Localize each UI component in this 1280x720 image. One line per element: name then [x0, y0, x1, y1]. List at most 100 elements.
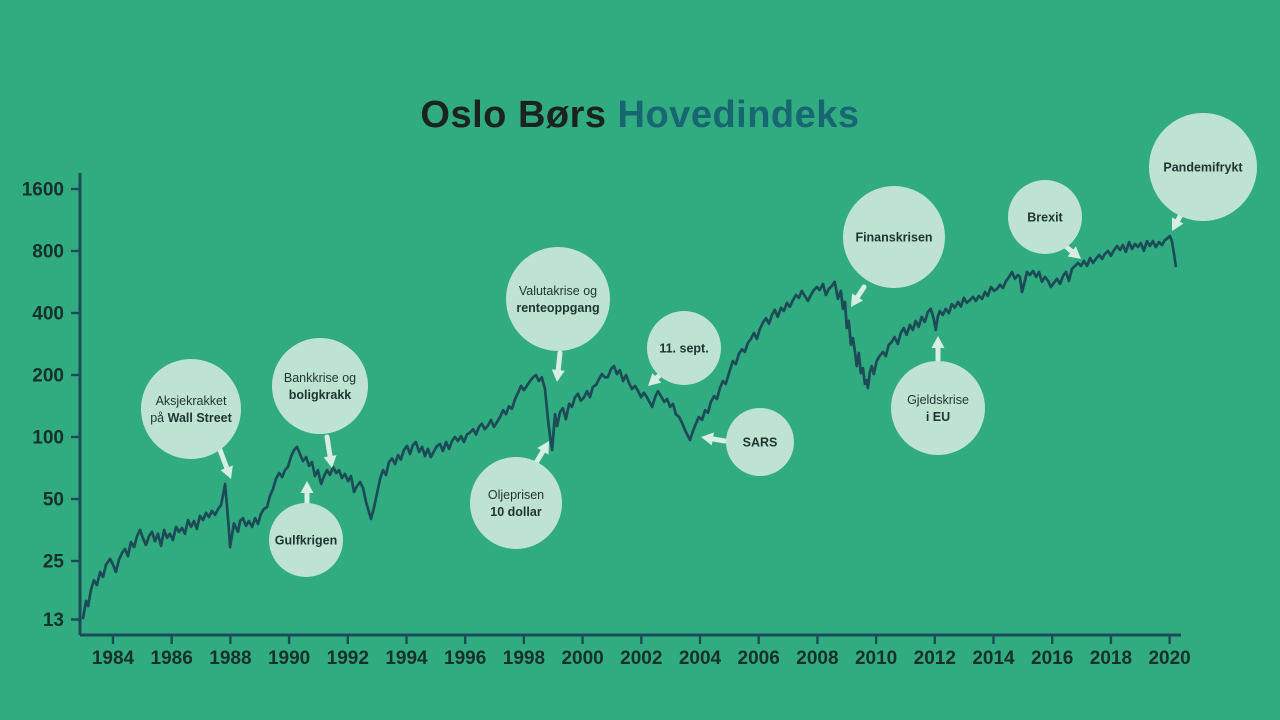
x-tick-label: 2016 — [1031, 648, 1073, 669]
annotation-label-segment: Gulfkrigen — [275, 534, 338, 548]
x-tick-label: 1990 — [268, 648, 310, 669]
x-tick-label: 1986 — [151, 648, 193, 669]
annotation-bubble — [506, 247, 610, 351]
x-tick-label: 1992 — [327, 648, 369, 669]
annotation-arrowhead — [300, 481, 314, 493]
annotation-gulfkrigen: Gulfkrigen — [269, 481, 343, 577]
annotation-label: Aksjekrakket — [156, 394, 227, 408]
annotation-bubble — [843, 186, 945, 288]
annotation-bubble — [269, 503, 343, 577]
annotation-brexit: Brexit — [1008, 180, 1082, 259]
y-tick-label: 800 — [32, 242, 64, 263]
x-tick-label: 2004 — [679, 648, 722, 669]
y-tick-label: 13 — [43, 610, 64, 631]
x-tick-label: 2020 — [1148, 648, 1190, 669]
x-tick-label: 2000 — [561, 648, 603, 669]
y-tick-label: 100 — [32, 428, 64, 449]
annotation-arrowhead — [1172, 217, 1184, 231]
annotation-label: Pandemifrykt — [1163, 161, 1243, 175]
annotation-bubble — [647, 311, 721, 385]
annotation-arrowhead — [648, 373, 662, 386]
annotation-sept11: 11. sept. — [647, 311, 721, 386]
annotation-bubble — [1008, 180, 1082, 254]
annotation-label-segment: Brexit — [1027, 211, 1063, 225]
y-tick-label: 50 — [43, 490, 64, 511]
annotation-bubble — [141, 359, 241, 459]
annotation-label: boligkrakk — [289, 388, 352, 402]
annotation-label: SARS — [743, 436, 778, 450]
title-part-dark: Oslo Børs — [420, 94, 607, 136]
annotation-bubble — [272, 338, 368, 434]
annotation-bubble — [726, 408, 794, 476]
annotation-label-segment: Pandemifrykt — [1163, 161, 1243, 175]
x-tick-label: 1984 — [92, 648, 135, 669]
x-tick-label: 2010 — [855, 648, 897, 669]
annotation-label: Bankkrise og — [284, 371, 356, 385]
annotation-label-segment: Valutakrise og — [519, 284, 597, 298]
x-tick-label: 1988 — [209, 648, 251, 669]
y-tick-label: 1600 — [22, 180, 64, 201]
annotation-bubble — [470, 457, 562, 549]
annotation-label-segment: Gjeldskrise — [907, 393, 969, 407]
annotation-label: Finanskrisen — [855, 231, 932, 245]
annotation-label: Gulfkrigen — [275, 534, 338, 548]
annotation-label-segment: Oljeprisen — [488, 488, 544, 502]
annotation-sars: SARS — [701, 408, 794, 476]
x-tick-label: 2018 — [1090, 648, 1132, 669]
annotation-label: Gjeldskrise — [907, 393, 969, 407]
annotation-gjeldskrise: Gjeldskrise i EU — [891, 336, 985, 455]
title-part-teal: Hovedindeks — [617, 94, 860, 136]
annotation-label-segment: renteoppgang — [516, 301, 599, 315]
annotation-arrowhead — [551, 369, 565, 382]
annotation-valutakrise: Valutakrise og renteoppgang — [506, 247, 610, 382]
annotation-label: Brexit — [1027, 211, 1063, 225]
x-tick-label: 1996 — [444, 648, 486, 669]
annotation-arrowhead — [1067, 246, 1081, 259]
y-tick-label: 400 — [32, 304, 64, 325]
x-tick-label: 1994 — [385, 648, 428, 669]
y-tick-label: 200 — [32, 366, 64, 387]
annotation-bankkrise: Bankkrise og boligkrakk — [272, 338, 368, 468]
annotation-label: 10 dollar — [490, 505, 542, 519]
annotation-arrowhead — [323, 455, 337, 468]
annotation-label: på Wall Street — [150, 411, 232, 425]
y-tick-label: 25 — [43, 552, 65, 573]
annotation-arrowhead — [851, 293, 863, 307]
annotation-oljeprisen: Oljeprisen 10 dollar — [470, 441, 562, 549]
annotation-arrowhead — [701, 432, 714, 446]
x-tick-label: 1998 — [503, 648, 545, 669]
annotation-bubble — [1149, 113, 1257, 221]
annotation-bubble — [891, 361, 985, 455]
x-tick-label: 2006 — [738, 648, 780, 669]
x-tick-label: 2002 — [620, 648, 662, 669]
annotation-label-segment: Wall Street — [168, 411, 233, 425]
annotation-finanskrisen: Finanskrisen — [843, 186, 945, 307]
index-line — [81, 234, 1178, 620]
annotation-label: 11. sept. — [659, 342, 708, 356]
annotation-arrow — [217, 447, 231, 474]
annotation-label: Oljeprisen — [488, 488, 544, 502]
x-tick-label: 2012 — [914, 648, 956, 669]
annotation-label-segment: boligkrakk — [289, 388, 352, 402]
annotation-label: renteoppgang — [516, 301, 599, 315]
annotation-arrow — [324, 434, 334, 462]
annotation-label-segment: Finanskrisen — [855, 231, 932, 245]
annotation-label: i EU — [926, 410, 950, 424]
annotation-wall-street: Aksjekrakket på Wall Street — [141, 359, 241, 479]
annotation-arrowhead — [220, 465, 233, 479]
annotation-pandemifrykt: Pandemifrykt — [1149, 113, 1257, 231]
annotation-arrow — [555, 350, 563, 376]
x-tick-label: 2014 — [972, 648, 1015, 669]
x-tick-label: 2008 — [796, 648, 838, 669]
annotation-label-segment: Aksjekrakket — [156, 394, 227, 408]
annotation-label-segment: SARS — [743, 436, 778, 450]
annotation-label-segment: 11. sept. — [659, 342, 708, 356]
annotation-label-segment: på — [150, 411, 167, 425]
annotation-label-segment: i EU — [926, 410, 950, 424]
annotation-arrowhead — [931, 336, 945, 348]
annotation-label-segment: 10 dollar — [490, 505, 542, 519]
page-title: Oslo Børs Hovedindeks — [0, 94, 1280, 137]
annotation-arrowhead — [537, 441, 549, 455]
